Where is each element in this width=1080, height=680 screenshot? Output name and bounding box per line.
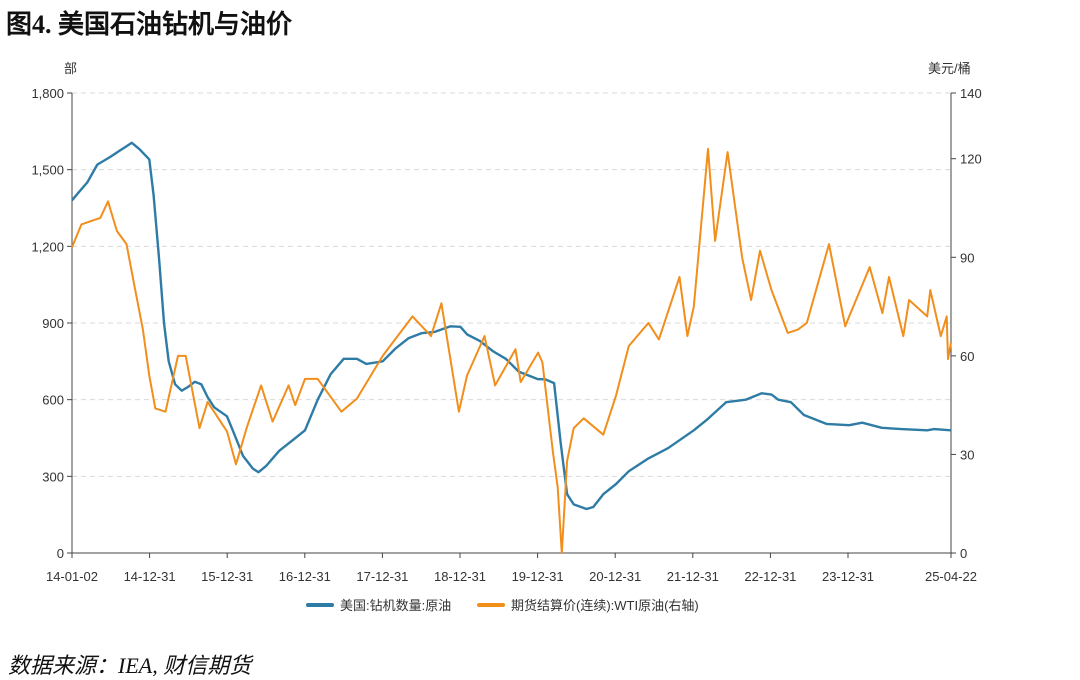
legend: 美国:钻机数量:原油 期货结算价(连续):WTI原油(右轴)	[306, 598, 699, 613]
left-axis-unit: 部	[64, 61, 77, 76]
left-tick-label: 1,200	[31, 239, 64, 254]
right-tick-label: 90	[960, 250, 974, 265]
legend-item-rigs[interactable]: 美国:钻机数量:原油	[306, 598, 451, 613]
x-tick-label: 18-12-31	[434, 569, 486, 584]
source-note: 数据来源：IEA, 财信期货	[8, 653, 252, 678]
left-tick-label: 1,500	[31, 163, 64, 178]
legend-label-wti: 期货结算价(连续):WTI原油(右轴)	[511, 598, 699, 613]
left-tick-label: 300	[42, 469, 64, 484]
right-axis-unit: 美元/桶	[928, 61, 971, 76]
x-tick-label: 19-12-31	[512, 569, 564, 584]
series-lines	[71, 141, 952, 554]
x-tick-label: 22-12-31	[744, 569, 796, 584]
right-tick-label: 30	[960, 447, 974, 462]
x-tick-label: 25-04-22	[925, 569, 977, 584]
series-line-wti	[71, 147, 952, 554]
grid-lines	[72, 92, 951, 477]
legend-swatch-wti	[477, 603, 505, 607]
x-tick-label: 21-12-31	[667, 569, 719, 584]
right-tick-label: 60	[960, 349, 974, 364]
right-tick-label: 140	[960, 86, 982, 101]
right-tick-label: 120	[960, 152, 982, 167]
left-tick-label: 600	[42, 393, 64, 408]
legend-label-rigs: 美国:钻机数量:原油	[340, 598, 451, 613]
x-tick-label: 14-01-02	[46, 569, 98, 584]
right-axis-ticks: 0 30 60 90 120 140	[951, 86, 982, 561]
left-tick-label: 1,800	[31, 86, 64, 101]
figure-title: 图4. 美国石油钻机与油价	[6, 10, 293, 39]
x-tick-label: 15-12-31	[201, 569, 253, 584]
left-axis-ticks: 0 300 600 900 1,200 1,500 1,800	[31, 86, 72, 561]
x-axis-ticks: 14-01-02 14-12-31 15-12-31 16-12-31 17-12-31…	[46, 553, 977, 584]
x-tick-label: 17-12-31	[356, 569, 408, 584]
x-tick-label: 16-12-31	[279, 569, 331, 584]
series-line-rigs	[71, 141, 952, 511]
right-tick-label: 0	[960, 546, 967, 561]
x-tick-label: 14-12-31	[124, 569, 176, 584]
left-tick-label: 0	[57, 546, 64, 561]
legend-swatch-rigs	[306, 603, 334, 607]
legend-item-wti[interactable]: 期货结算价(连续):WTI原油(右轴)	[477, 598, 699, 613]
x-tick-label: 20-12-31	[589, 569, 641, 584]
x-tick-label: 23-12-31	[822, 569, 874, 584]
left-tick-label: 900	[42, 316, 64, 331]
